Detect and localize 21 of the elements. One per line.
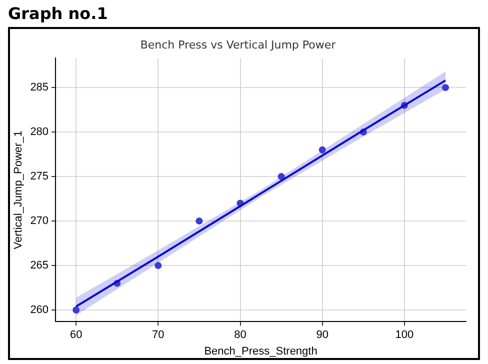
x-tick-label: 60 — [70, 329, 82, 342]
point — [442, 84, 449, 92]
y-tick-label: 260 — [30, 304, 49, 316]
x-tick-label: 100 — [395, 329, 414, 342]
point — [278, 173, 285, 180]
x-axis-title: Bench_Press_Strength — [204, 345, 318, 358]
y-tick-label: 280 — [30, 126, 49, 138]
point — [154, 262, 162, 270]
y-tick-label: 265 — [30, 260, 49, 272]
x-tick-label: 70 — [152, 329, 164, 342]
y-tick-label: 270 — [30, 215, 49, 228]
point — [196, 218, 203, 225]
point — [318, 146, 326, 154]
chart-title: Bench Press vs Vertical Jump Power — [140, 38, 336, 52]
point — [72, 306, 80, 314]
text: Graph no.1 — [8, 4, 108, 23]
y-axis-title: Vertical_Jump_Power_1 — [12, 130, 25, 250]
y-tick-label: 285 — [30, 82, 49, 94]
x-tick-label: 80 — [234, 329, 246, 342]
x-tick-label: 90 — [316, 329, 328, 342]
y-tick-label: 275 — [30, 170, 49, 183]
